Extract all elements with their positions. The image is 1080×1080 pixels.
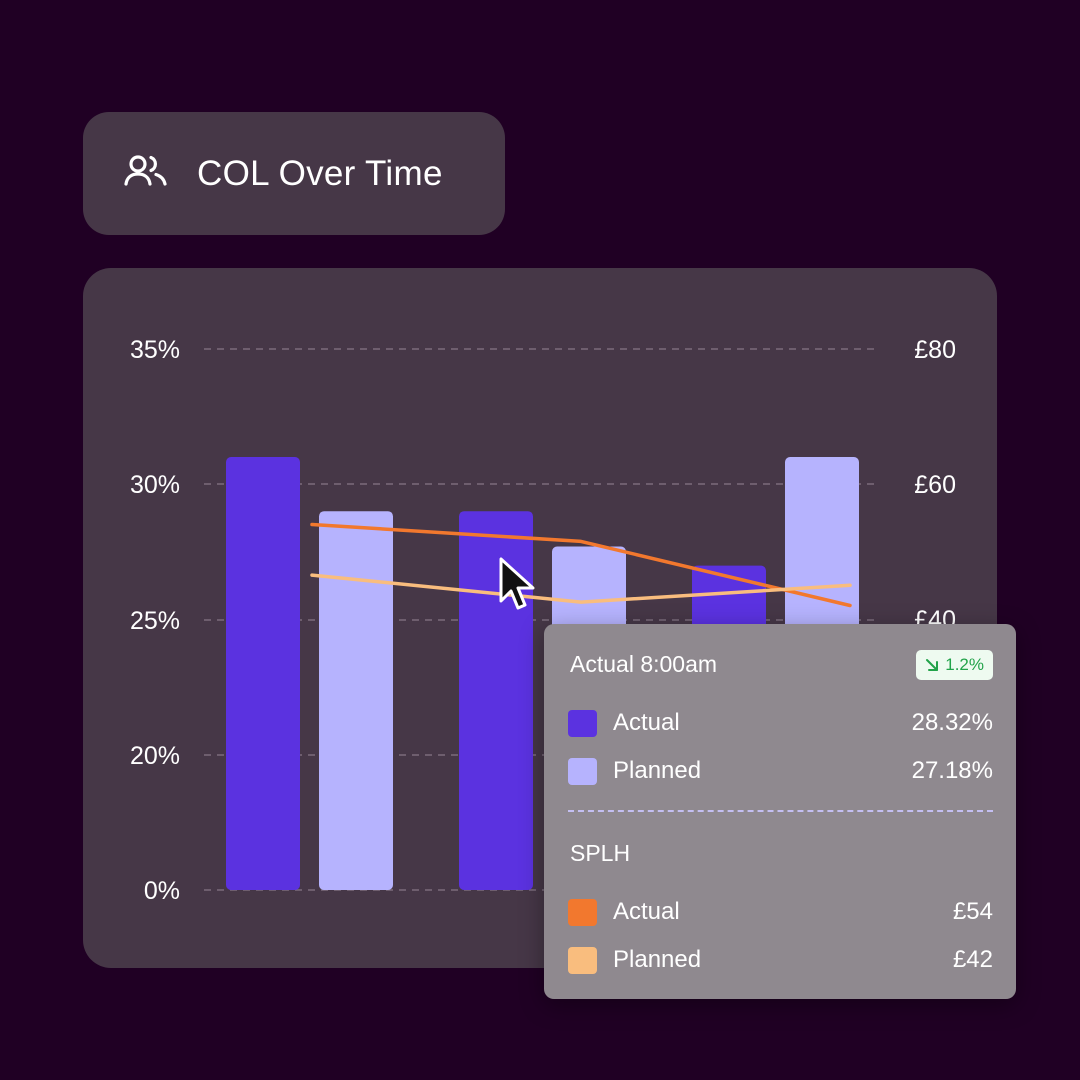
tooltip-label: Planned [613, 946, 702, 973]
bar-actual-1[interactable] [226, 457, 300, 890]
swatch-splh-actual [568, 898, 597, 926]
tooltip-row-splh-planned: Planned £42 [568, 945, 993, 975]
chart-title-card: COL Over Time [83, 112, 505, 235]
users-icon [123, 153, 169, 194]
line-actual [310, 522, 852, 608]
tooltip-title: Actual 8:00am [570, 651, 718, 677]
tooltip-section-title: SPLH [570, 840, 631, 866]
arrow-down-right-icon [926, 659, 939, 671]
line-planned [310, 573, 852, 604]
swatch-col-actual [568, 709, 597, 737]
tooltip-label: Actual [613, 898, 680, 925]
change-badge: 1.2% [916, 650, 993, 680]
tooltip-label: Actual [613, 709, 680, 736]
tooltip-value: £54 [952, 898, 993, 925]
mouse-pointer-icon [499, 557, 535, 610]
tooltip-row-col-actual: Actual 28.32% [568, 708, 993, 738]
left-axis-tick-label: 30% [130, 471, 180, 499]
tooltip-value: 28.32% [911, 709, 993, 736]
left-axis-tick-label: 20% [130, 742, 180, 770]
left-axis-tick-label: 35% [130, 336, 180, 364]
tooltip-value: £42 [952, 946, 993, 973]
right-axis-tick-label: £60 [914, 471, 956, 499]
right-axis-tick-label: £80 [914, 336, 956, 364]
tooltip-row-splh-actual: Actual £54 [568, 897, 993, 927]
page-title: COL Over Time [197, 153, 443, 193]
left-axis-tick-label: 0% [144, 877, 180, 905]
swatch-splh-planned [568, 946, 597, 974]
swatch-col-planned [568, 757, 597, 785]
bar-actual-2[interactable] [459, 511, 533, 890]
chart-tooltip: Actual 8:00am 1.2% Actual 28.32% Planned… [544, 624, 1016, 999]
tooltip-row-col-planned: Planned 27.18% [568, 756, 993, 786]
tooltip-label: Planned [613, 757, 702, 784]
chart-card: 35% 30% 25% 20% 0% £80 £60 £40 [83, 268, 997, 968]
tooltip-divider [568, 810, 993, 812]
bar-planned-1[interactable] [319, 511, 393, 890]
left-axis-tick-label: 25% [130, 607, 180, 635]
change-badge-value: 1.2% [945, 655, 984, 674]
tooltip-value: 27.18% [911, 757, 993, 784]
